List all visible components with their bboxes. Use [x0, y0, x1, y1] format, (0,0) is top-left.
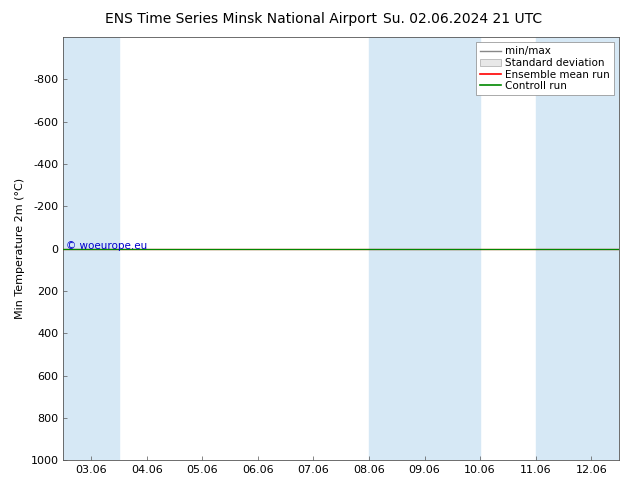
Bar — [536, 37, 619, 460]
Bar — [369, 37, 480, 460]
Text: © woeurope.eu: © woeurope.eu — [66, 242, 148, 251]
Bar — [63, 37, 119, 460]
Text: ENS Time Series Minsk National Airport: ENS Time Series Minsk National Airport — [105, 12, 377, 26]
Y-axis label: Min Temperature 2m (°C): Min Temperature 2m (°C) — [15, 178, 25, 319]
Legend: min/max, Standard deviation, Ensemble mean run, Controll run: min/max, Standard deviation, Ensemble me… — [476, 42, 614, 95]
Text: Su. 02.06.2024 21 UTC: Su. 02.06.2024 21 UTC — [384, 12, 542, 26]
